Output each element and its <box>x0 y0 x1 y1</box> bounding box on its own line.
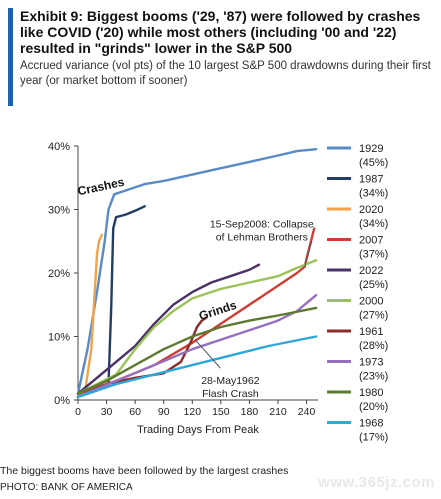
image-caption: The biggest booms have been followed by … <box>0 465 289 477</box>
x-tick-label: 60 <box>129 406 141 418</box>
x-tick-label: 180 <box>241 406 259 418</box>
title-accent-bar <box>8 8 13 106</box>
legend-pct-1961: (28%) <box>359 340 388 352</box>
y-tick-label: 20% <box>48 268 70 280</box>
series-line-2022 <box>76 263 261 395</box>
legend-label-2000: 2000 <box>359 296 383 308</box>
annotation-lehman: 15-Sep2008: Collapse of Lehman Brothers <box>210 218 314 243</box>
y-tick-label: 0% <box>54 395 70 407</box>
exhibit-title: Exhibit 9: Biggest booms ('29, '87) were… <box>20 8 421 56</box>
drawdown-variance-chart: 0% 10% 20% 30% 40% 0 30 60 90 120 150 180 210 240 Trad… <box>48 141 388 444</box>
legend-pct-2007: (37%) <box>359 249 388 261</box>
legend-label-2022: 2022 <box>359 265 383 277</box>
legend-label-2007: 2007 <box>359 235 383 247</box>
legend-label-1961: 1961 <box>359 326 383 338</box>
x-tick-label: 150 <box>212 406 230 418</box>
y-tick-label: 40% <box>48 141 70 153</box>
legend-pct-1968: (17%) <box>359 432 388 444</box>
legend-label-1980: 1980 <box>359 387 383 399</box>
x-tick-label: 210 <box>269 406 287 418</box>
x-tick-label: 90 <box>158 406 170 418</box>
legend-pct-2022: (25%) <box>359 279 388 291</box>
x-tick-label: 120 <box>184 406 202 418</box>
exhibit-header: Exhibit 9: Biggest booms ('29, '87) were… <box>8 8 433 106</box>
legend-pct-2000: (27%) <box>359 310 388 322</box>
legend-label-1973: 1973 <box>359 357 383 369</box>
series-line-1980 <box>76 306 318 395</box>
y-tick-label: 30% <box>48 205 70 217</box>
legend-label-1929: 1929 <box>359 143 383 155</box>
legend-label-2020: 2020 <box>359 204 383 216</box>
legend-pct-1987: (34%) <box>359 188 388 200</box>
legend-label-1987: 1987 <box>359 174 383 186</box>
legend-pct-1980: (20%) <box>359 401 388 413</box>
series-line-1968 <box>76 335 318 398</box>
annotation-leader-lehman <box>304 241 313 267</box>
legend-label-1968: 1968 <box>359 418 383 430</box>
annotation-grinds: Grinds <box>197 298 238 323</box>
x-tick-label: 30 <box>101 406 113 418</box>
series-line-1929 <box>76 148 318 395</box>
y-tick-label: 10% <box>48 332 70 344</box>
legend-pct-1973: (23%) <box>359 371 388 383</box>
legend-pct-2020: (34%) <box>359 218 388 230</box>
photo-credit: PHOTO: BANK OF AMERICA <box>0 482 133 493</box>
annotation-crashes: Crashes <box>76 175 126 199</box>
x-axis-label: Trading Days From Peak <box>137 424 259 436</box>
site-watermark: www.365jz.com <box>318 474 435 491</box>
annotation-leader-flash <box>194 339 221 369</box>
legend-pct-1929: (45%) <box>359 157 388 169</box>
exhibit-subtitle: Accrued variance (vol pts) of the 10 lar… <box>20 60 431 87</box>
x-tick-label: 240 <box>298 406 316 418</box>
x-tick-label: 0 <box>75 406 81 418</box>
series-line-1973 <box>76 294 318 398</box>
annotation-flash: 28-May1962 Flash Crash <box>201 375 260 400</box>
